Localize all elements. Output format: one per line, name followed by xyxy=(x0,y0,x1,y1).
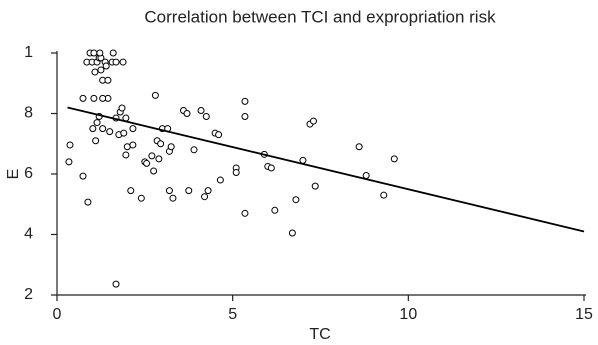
scatter-point xyxy=(215,131,223,139)
scatter-point xyxy=(97,66,105,74)
scatter-point xyxy=(92,137,100,145)
scatter-point xyxy=(157,140,165,148)
x-tick-label: 15 xyxy=(575,306,593,323)
x-axis-label: TC xyxy=(309,326,330,343)
scatter-point xyxy=(99,125,107,133)
scatter-point xyxy=(112,280,120,288)
scatter-point xyxy=(309,117,317,125)
scatter-point xyxy=(204,187,212,195)
scatter-point xyxy=(66,141,74,149)
scatter-point xyxy=(109,49,117,57)
scatter-point xyxy=(167,143,175,151)
chart-title: Correlation between TCI and expropriatio… xyxy=(144,7,496,26)
y-tick-label: 2 xyxy=(24,286,33,303)
scatter-point xyxy=(102,62,110,70)
scatter-point xyxy=(150,167,158,175)
scatter-point xyxy=(91,68,99,76)
scatter-point xyxy=(311,182,319,190)
scatter-point xyxy=(84,198,92,206)
scatter-point xyxy=(90,49,98,57)
x-tick-label: 10 xyxy=(399,306,417,323)
scatter-point xyxy=(241,97,249,105)
y-tick-label: 8 xyxy=(24,105,33,122)
scatter-point xyxy=(232,168,240,176)
y-tick-label: 1 xyxy=(24,44,33,61)
scatter-point xyxy=(202,113,210,121)
scatter-point xyxy=(241,113,249,121)
scatter-point xyxy=(123,143,131,151)
scatter-point xyxy=(120,129,128,137)
scatter-point xyxy=(65,158,73,166)
y-tick-label: 4 xyxy=(24,226,33,243)
y-axis-label: E xyxy=(5,169,22,180)
scatter-point xyxy=(299,156,307,164)
scatter-point xyxy=(99,94,107,102)
scatter-point xyxy=(271,206,279,214)
scatter-point xyxy=(362,172,370,180)
scatter-point xyxy=(390,155,398,163)
trend-line xyxy=(67,106,585,233)
scatter-point xyxy=(380,191,388,199)
scatter-point xyxy=(197,106,205,114)
scatter-point xyxy=(190,146,198,154)
scatter-point xyxy=(137,194,145,202)
scatter-point xyxy=(288,229,296,237)
scatter-point xyxy=(148,152,156,160)
scatter-point xyxy=(129,141,137,149)
scatter-point xyxy=(106,128,114,136)
scatter-point xyxy=(79,172,87,180)
scatter-point xyxy=(201,193,209,201)
scatter-point xyxy=(155,155,163,163)
scatter-point xyxy=(151,91,159,99)
scatter-point xyxy=(129,125,137,133)
scatter-point xyxy=(93,119,101,127)
x-tick-label: 0 xyxy=(53,306,62,323)
scatter-point xyxy=(118,104,126,112)
scatter-point xyxy=(169,194,177,202)
y-tick-label: 6 xyxy=(24,165,33,182)
scatter-point xyxy=(112,58,120,66)
scatter-point xyxy=(90,94,98,102)
scatter-point xyxy=(89,125,97,133)
scatter-point xyxy=(122,151,130,159)
scatter-point xyxy=(216,176,224,184)
scatter-point xyxy=(119,58,127,66)
x-tick-label: 5 xyxy=(228,306,237,323)
scatter-point xyxy=(183,110,191,117)
scatter-point xyxy=(127,187,135,195)
scatter-point xyxy=(267,164,275,172)
scatter-point xyxy=(355,143,363,151)
scatter-point xyxy=(104,76,112,84)
scatter-point xyxy=(185,187,193,195)
scatter-point xyxy=(165,187,173,195)
scatter-point xyxy=(292,196,300,204)
scatter-point xyxy=(143,159,151,167)
scatter-point xyxy=(96,49,104,57)
scatter-point xyxy=(79,94,87,102)
scatter-point xyxy=(241,209,249,217)
